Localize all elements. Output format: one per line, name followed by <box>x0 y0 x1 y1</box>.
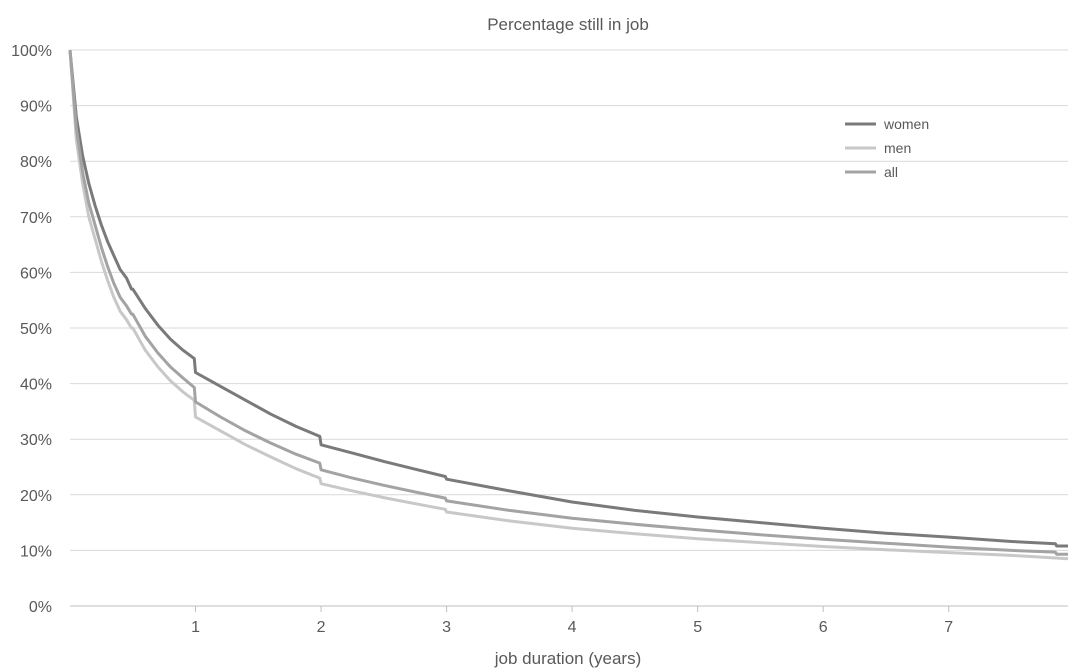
x-tick-label: 5 <box>693 619 702 636</box>
series-line-women <box>68 49 1068 548</box>
y-tick-label: 40% <box>20 377 52 394</box>
y-tick-label: 80% <box>20 154 52 171</box>
y-tick-label: 90% <box>20 99 52 116</box>
y-tick-label: 0% <box>29 599 52 616</box>
chart-title: Percentage still in job <box>487 15 649 34</box>
x-axis-ticks: 1 2 3 4 5 6 7 <box>191 606 953 636</box>
y-tick-label: 50% <box>20 321 52 338</box>
x-tick-label: 4 <box>568 619 577 636</box>
x-tick-label: 1 <box>191 619 200 636</box>
x-tick-label: 7 <box>944 619 953 636</box>
y-tick-label: 70% <box>20 210 52 227</box>
series-line-all <box>68 49 1068 556</box>
y-axis-ticks: 0% 10% 20% 30% 40% 50% 60% 70% 80% 90% 100% <box>11 43 52 616</box>
x-tick-label: 3 <box>442 619 451 636</box>
grid-lines <box>70 49 1068 607</box>
legend-label-all: all <box>884 164 898 180</box>
legend-label-women: women <box>883 116 929 132</box>
series-lines <box>68 49 1069 561</box>
y-tick-label: 10% <box>20 543 52 560</box>
y-tick-label: 100% <box>11 43 52 60</box>
legend-label-men: men <box>884 140 911 156</box>
legend: women men all <box>845 116 929 180</box>
x-tick-label: 2 <box>317 619 326 636</box>
y-tick-label: 30% <box>20 432 52 449</box>
series-line-men <box>68 49 1069 561</box>
x-axis-label: job duration (years) <box>494 649 641 668</box>
y-tick-label: 60% <box>20 265 52 282</box>
y-tick-label: 20% <box>20 488 52 505</box>
x-tick-label: 6 <box>819 619 828 636</box>
